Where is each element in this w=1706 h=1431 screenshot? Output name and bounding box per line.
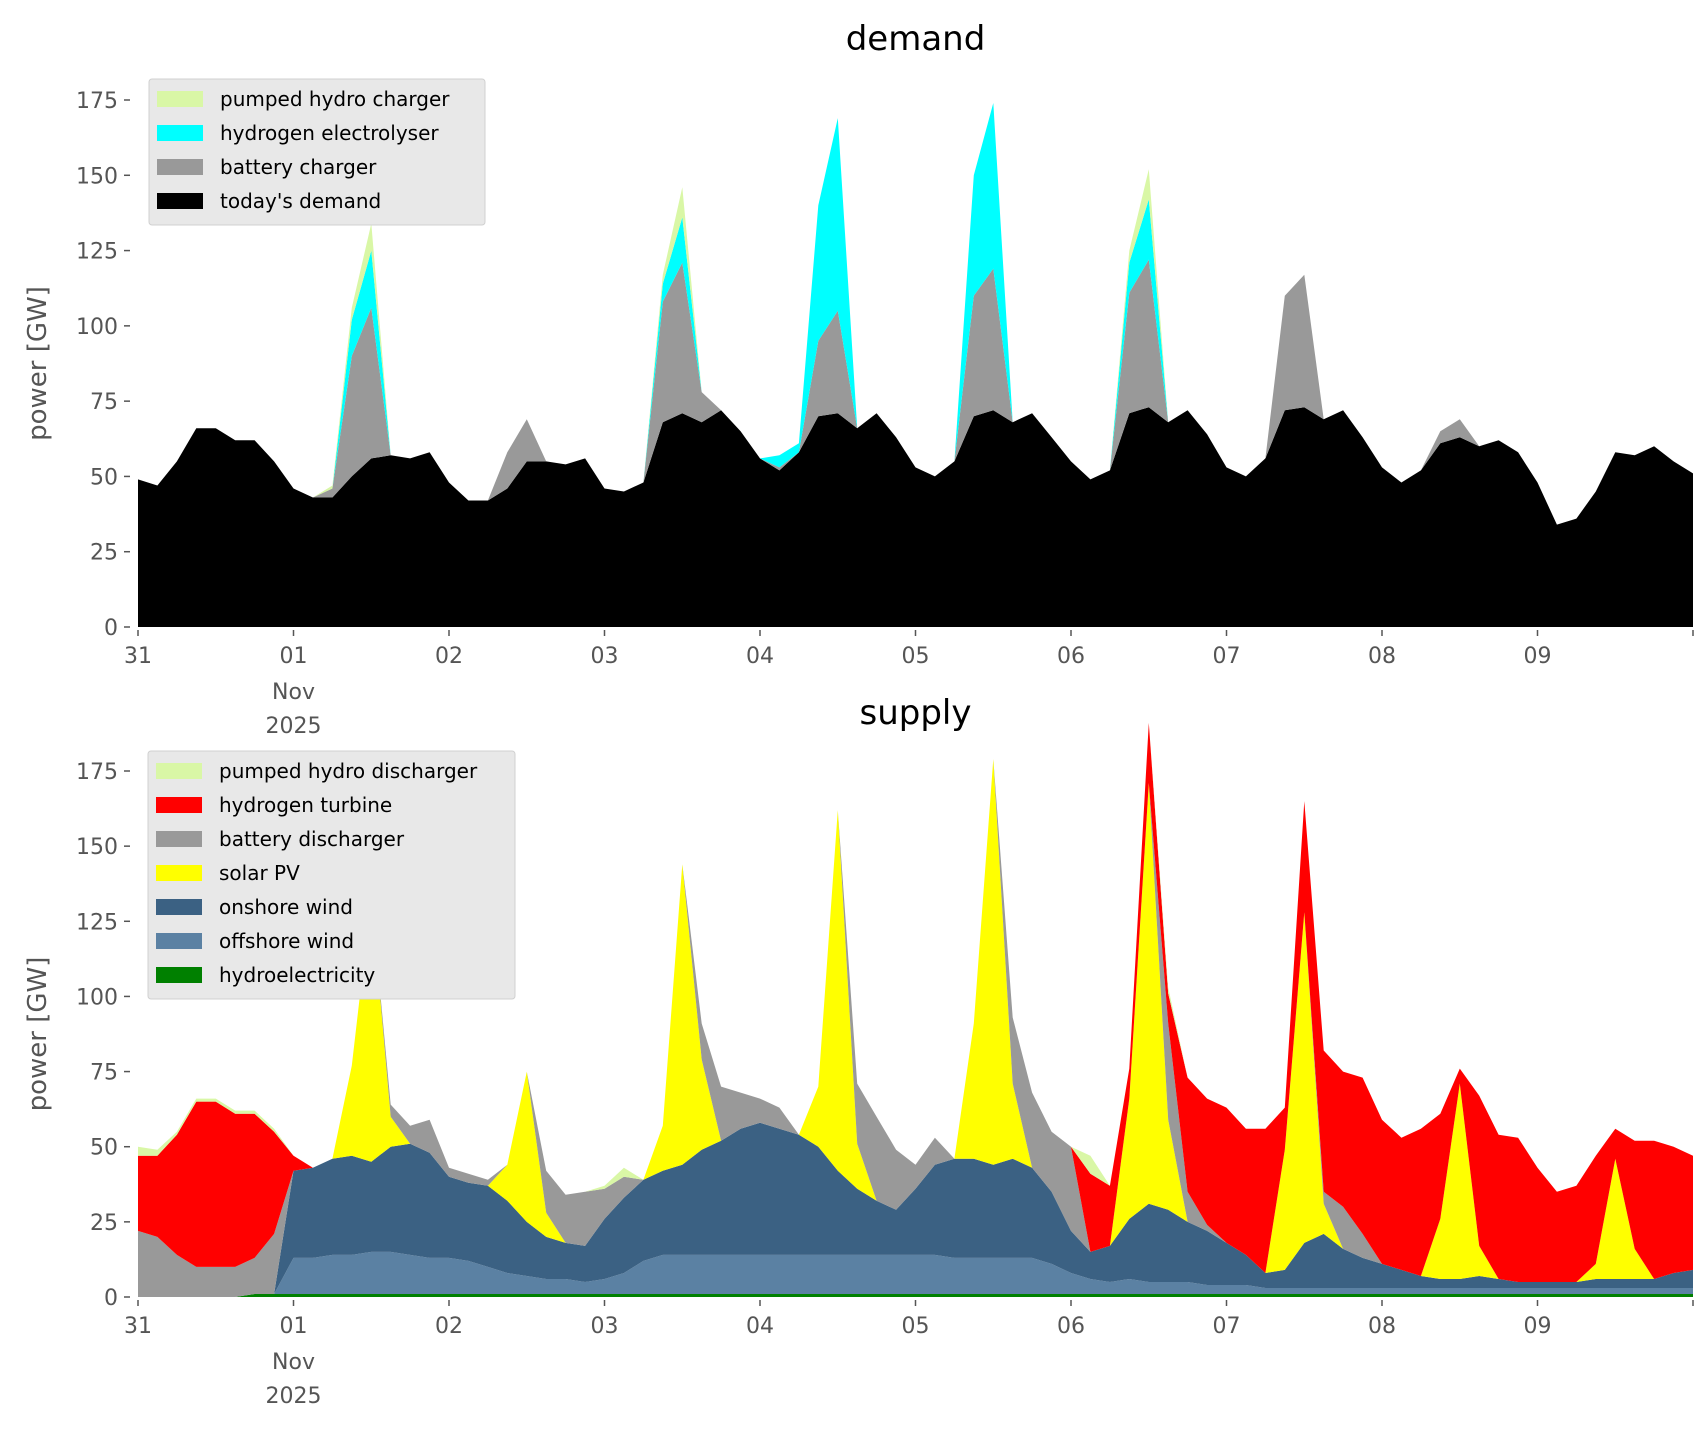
- legend-label: pumped hydro charger: [220, 87, 450, 111]
- y-tick-label: 175: [76, 89, 118, 114]
- x-tick-label: 06: [1057, 1314, 1085, 1339]
- legend-swatch: [157, 159, 203, 175]
- y-tick-label: 150: [76, 164, 118, 189]
- demand-areas: [138, 103, 1693, 627]
- y-tick-label: 25: [90, 541, 118, 566]
- demand-ylabel: power [GW]: [23, 286, 53, 441]
- demand-x-ticks: 31 01 Nov 2025 02 03 04 05 06 07 08 09: [124, 630, 1694, 739]
- supply-title: supply: [860, 693, 972, 733]
- supply-areas: [138, 722, 1693, 1297]
- demand-title: demand: [846, 19, 986, 59]
- x-tick-label: 05: [902, 1314, 930, 1339]
- demand-y-ticks: 0 25 50 75 100 125 150 175: [76, 89, 130, 641]
- area-today-s-demand: [138, 407, 1693, 627]
- x-tick-label: 01: [280, 1314, 308, 1339]
- supply-panel: supply power [GW] 0 25 50 75 100 125 150 175 31…: [23, 693, 1694, 1409]
- legend-swatch: [156, 933, 202, 949]
- x-tick-label: 01: [280, 644, 308, 669]
- x-tick-label: 31: [124, 644, 152, 669]
- supply-y-ticks: 0 25 50 75 100 125 150 175: [76, 760, 130, 1311]
- legend-label: pumped hydro discharger: [219, 759, 478, 783]
- y-tick-label: 50: [90, 465, 118, 490]
- legend-swatch: [156, 831, 202, 847]
- x-tick-label: 02: [435, 644, 463, 669]
- y-tick-label: 50: [90, 1136, 118, 1161]
- x-tick-label: 03: [591, 1314, 619, 1339]
- legend-swatch: [157, 193, 203, 209]
- x-tick-label: 05: [902, 644, 930, 669]
- y-tick-label: 0: [104, 616, 118, 641]
- x-tick-label: 06: [1057, 644, 1085, 669]
- legend-label: solar PV: [219, 861, 300, 885]
- x-tick-label: 04: [746, 644, 774, 669]
- x-tick-sublabel: 2025: [266, 714, 322, 739]
- area-offshore-wind: [138, 1251, 1693, 1297]
- demand-panel: demand power [GW] 0 25 50 75 100 125 150 175 31…: [23, 19, 1694, 739]
- x-tick-label: 08: [1368, 1314, 1396, 1339]
- legend-swatch: [156, 763, 202, 779]
- x-tick-label: 04: [746, 1314, 774, 1339]
- x-tick-label: 07: [1213, 644, 1241, 669]
- x-tick-label: 08: [1368, 644, 1396, 669]
- legend-label: battery discharger: [219, 827, 405, 851]
- legend-label: hydroelectricity: [219, 963, 375, 987]
- x-tick-label: 03: [591, 644, 619, 669]
- x-tick-label: 07: [1213, 1314, 1241, 1339]
- x-tick-sublabel: Nov: [272, 1350, 315, 1375]
- legend-swatch: [156, 797, 202, 813]
- legend-swatch: [157, 91, 203, 107]
- y-tick-label: 75: [90, 390, 118, 415]
- y-tick-label: 25: [90, 1211, 118, 1236]
- legend-label: hydrogen turbine: [219, 793, 392, 817]
- area-hydroelectricity: [138, 1294, 1693, 1297]
- area-onshore-wind: [138, 1122, 1693, 1297]
- y-tick-label: 100: [76, 315, 118, 340]
- legend-box: [148, 78, 486, 226]
- legend-label: hydrogen electrolyser: [220, 121, 439, 145]
- demand-legend: pumped hydro charger hydrogen electrolyse…: [148, 78, 486, 226]
- supply-x-ticks: 31 01 Nov 2025 02 03 04 05 06 07 08 09: [124, 1300, 1694, 1409]
- x-tick-sublabel: 2025: [266, 1384, 322, 1409]
- legend-label: today's demand: [220, 189, 381, 213]
- x-tick-label: 31: [124, 1314, 152, 1339]
- x-tick-label: 02: [435, 1314, 463, 1339]
- y-tick-label: 150: [76, 835, 118, 860]
- legend-swatch: [156, 967, 202, 983]
- y-tick-label: 0: [104, 1286, 118, 1311]
- legend-swatch: [156, 865, 202, 881]
- area-solar-pv: [138, 759, 1693, 1297]
- legend-swatch: [157, 125, 203, 141]
- y-tick-label: 125: [76, 240, 118, 265]
- y-tick-label: 100: [76, 985, 118, 1010]
- y-tick-label: 175: [76, 760, 118, 785]
- area-hydrogen-turbine: [138, 722, 1693, 1282]
- x-tick-sublabel: Nov: [272, 680, 315, 705]
- x-tick-label: 09: [1524, 644, 1552, 669]
- legend-label: onshore wind: [219, 895, 353, 919]
- x-tick-label: 09: [1524, 1314, 1552, 1339]
- supply-legend: pumped hydro discharger hydrogen turbine b…: [147, 750, 516, 1000]
- legend-box: [147, 750, 516, 1000]
- supply-ylabel: power [GW]: [23, 957, 53, 1112]
- legend-label: battery charger: [220, 155, 377, 179]
- legend-label: offshore wind: [219, 929, 354, 953]
- y-tick-label: 125: [76, 910, 118, 935]
- legend-swatch: [156, 899, 202, 915]
- area-battery-charger: [138, 259, 1693, 525]
- y-tick-label: 75: [90, 1061, 118, 1086]
